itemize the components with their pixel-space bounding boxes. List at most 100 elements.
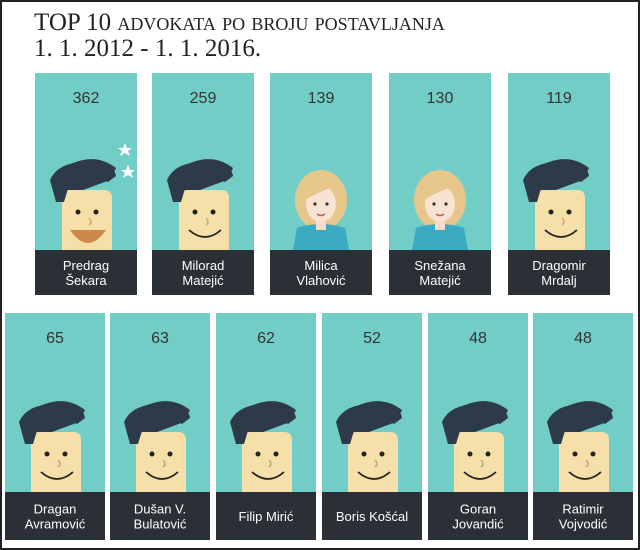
name-bg	[35, 250, 137, 295]
eye	[210, 209, 216, 215]
name: Snežana	[414, 258, 466, 273]
nose	[57, 459, 61, 468]
eye	[590, 451, 596, 457]
name: Vojvodić	[559, 517, 608, 532]
hair-top	[167, 162, 233, 202]
name: Dragan	[34, 502, 77, 517]
name-bg	[270, 250, 372, 295]
name-bg	[152, 250, 254, 295]
count: 259	[190, 90, 217, 107]
card: 63 Dušan V.Bulatović	[110, 313, 210, 540]
hair-top	[442, 404, 508, 444]
count: 52	[363, 330, 381, 347]
count: 130	[427, 90, 454, 107]
shirt	[293, 224, 349, 250]
eye	[548, 209, 554, 215]
name-bg	[508, 250, 610, 295]
name-bg	[110, 492, 210, 540]
count: 119	[546, 90, 572, 107]
face	[242, 432, 292, 492]
mouth	[568, 471, 602, 480]
eye	[313, 202, 317, 206]
hair-top	[336, 404, 402, 444]
eye	[361, 451, 367, 457]
eye	[192, 209, 198, 215]
nose	[585, 459, 589, 468]
count: 65	[46, 330, 64, 347]
hair-top	[523, 162, 589, 202]
count: 63	[151, 330, 169, 347]
name: Mrdalj	[541, 273, 577, 288]
mouth	[544, 229, 578, 238]
name-bg	[216, 492, 316, 540]
name: Ratimir	[562, 502, 604, 517]
fringe	[304, 183, 334, 200]
eye	[432, 202, 436, 206]
hair-top	[547, 404, 613, 444]
name-bg	[5, 492, 105, 540]
face	[179, 190, 229, 250]
hair-top	[230, 404, 296, 444]
face	[348, 432, 398, 492]
eye	[325, 202, 329, 206]
mouth	[70, 230, 106, 243]
name: Šekara	[65, 273, 107, 288]
title: TOP 10 advokata po broju postavljanja	[34, 9, 445, 36]
eye	[566, 209, 572, 215]
mouth	[188, 229, 222, 238]
subtitle: 1. 1. 2012 - 1. 1. 2016.	[34, 35, 261, 62]
name: Dragomir	[532, 258, 586, 273]
mouth	[357, 471, 391, 480]
name: Goran	[460, 502, 496, 517]
eye	[572, 451, 578, 457]
star	[121, 165, 135, 178]
name: Dušan V.	[134, 502, 186, 517]
eye	[167, 451, 173, 457]
count: 48	[574, 330, 592, 347]
hair-top	[50, 162, 116, 202]
face	[559, 432, 609, 492]
count: 362	[73, 90, 100, 107]
eye	[485, 451, 491, 457]
card: 52 Boris Košćal	[322, 313, 422, 540]
name: Milorad	[182, 258, 225, 273]
fringe	[423, 183, 453, 200]
name: Vlahović	[296, 273, 346, 288]
mouth	[251, 471, 285, 480]
name: Filip Mirić	[239, 509, 294, 524]
name: Boris Košćal	[336, 509, 408, 524]
neck	[316, 220, 326, 230]
mouth	[435, 213, 445, 217]
name: Jovandić	[452, 517, 504, 532]
nose	[480, 459, 484, 468]
mouth	[463, 471, 497, 480]
nose	[561, 217, 565, 226]
hair-top	[124, 404, 190, 444]
nose	[88, 217, 92, 226]
count: 139	[308, 90, 335, 107]
name: Avramović	[25, 517, 86, 532]
mouth	[316, 213, 326, 217]
eye	[255, 451, 261, 457]
name-bg	[389, 250, 491, 295]
nose	[205, 217, 209, 226]
eye	[44, 451, 50, 457]
name: Bulatović	[134, 517, 187, 532]
mouth	[145, 471, 179, 480]
eye	[75, 209, 81, 215]
eye	[467, 451, 473, 457]
nose	[268, 459, 272, 468]
eye	[379, 451, 385, 457]
face	[31, 432, 81, 492]
name: Matejić	[419, 273, 461, 288]
eye	[93, 209, 99, 215]
name: Predrag	[63, 258, 109, 273]
face	[136, 432, 186, 492]
